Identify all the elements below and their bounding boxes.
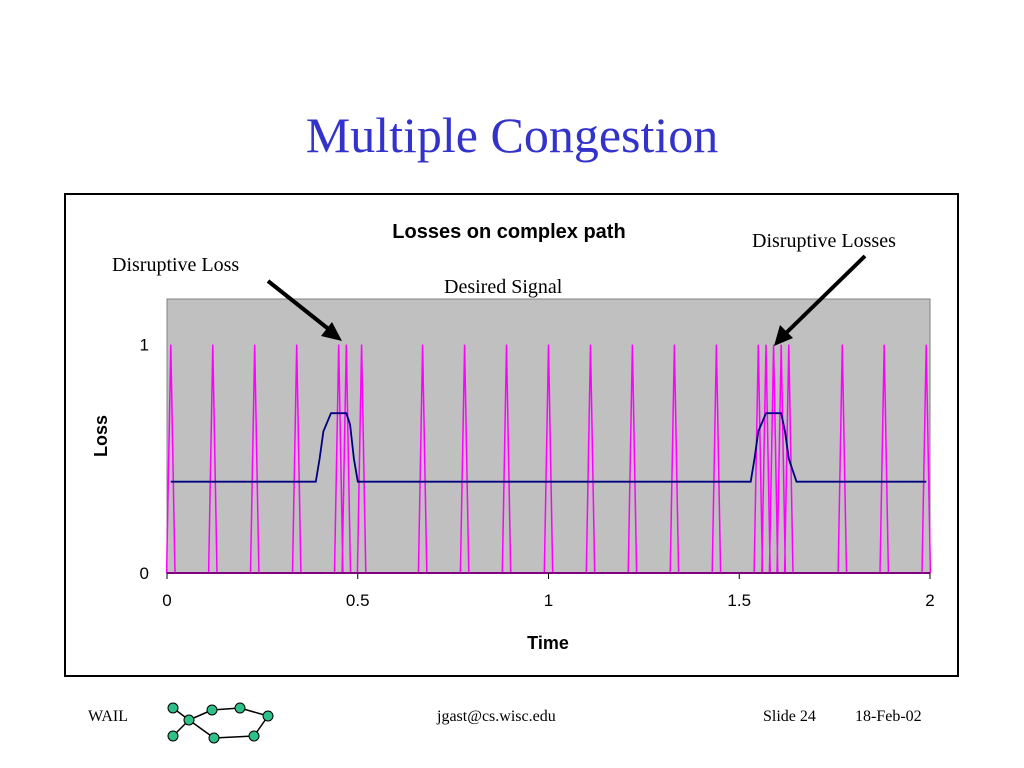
y-axis-label: Loss [91, 415, 111, 457]
footer-date: 18-Feb-02 [855, 708, 922, 725]
slide-title: Multiple Congestion [305, 107, 719, 163]
loss-spikes-series [165, 344, 932, 574]
y-tick-label: 0 [140, 564, 149, 583]
annotation-arrows [266, 254, 867, 346]
x-tick-label: 0 [162, 591, 171, 610]
x-tick-label: 2 [925, 591, 934, 610]
loss-chart: Losses on complex path 0 0.5 1 1.5 201 Time … [91, 221, 935, 653]
network-logo-icon [167, 702, 274, 744]
arrow-disruptive-loss [266, 279, 333, 333]
desired-signal-series [170, 412, 927, 483]
footer-left-text: WAIL [88, 708, 128, 725]
footer-email: jgast@cs.wisc.edu [437, 708, 556, 725]
footer-slide-number: Slide 24 [763, 708, 816, 725]
plot-area [166, 298, 931, 574]
arrowhead-disruptive-loss [321, 322, 342, 341]
y-tick-label: 1 [140, 336, 149, 355]
annotation-desired-signal: Desired Signal [444, 276, 563, 298]
arrow-disruptive-losses [782, 254, 867, 337]
tick-layer: 0 0.5 1 1.5 2 0 1 [140, 336, 935, 610]
chart-frame: Losses on complex path 0 0.5 1 1.5 2 0 1 Time … [64, 193, 959, 677]
x-tick-label: 1.5 [727, 591, 751, 610]
annotation-disruptive-loss: Disruptive Loss [112, 254, 239, 276]
x-tick-label: 1 [544, 591, 553, 610]
x-tick-label: 0.5 [346, 591, 370, 610]
chart-title: Losses on complex path [392, 221, 625, 243]
x-axis-label: Time [527, 633, 569, 653]
annotation-disruptive-losses: Disruptive Losses [752, 230, 896, 252]
arrowhead-disruptive-losses [774, 325, 793, 346]
